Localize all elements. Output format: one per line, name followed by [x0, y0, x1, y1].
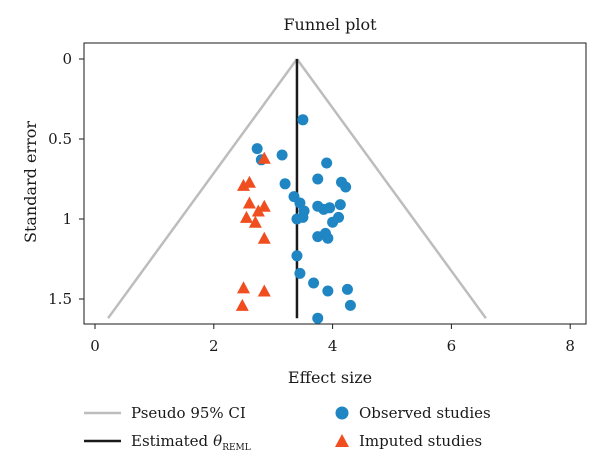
- legend-ci-label: Pseudo 95% CI: [131, 404, 246, 422]
- legend-imputed-swatch: [335, 434, 349, 447]
- plot-frame: [83, 42, 587, 325]
- legend-observed-swatch: [335, 406, 349, 420]
- observed-study-point: [312, 173, 324, 185]
- observed-study-point: [312, 231, 324, 243]
- x-axis: 0 2 4 6 8: [90, 324, 575, 355]
- observed-study-point: [340, 181, 352, 193]
- legend-estimate-label: Estimated θREML: [131, 432, 251, 453]
- y-axis-label: Standard error: [21, 121, 40, 243]
- observed-study-point: [341, 283, 353, 295]
- observed-study-point: [291, 213, 303, 225]
- observed-study-point: [334, 199, 346, 211]
- y-tick-label: 1: [62, 210, 72, 228]
- y-tick-label: 1.5: [48, 290, 72, 308]
- observed-study-point: [308, 277, 320, 289]
- observed-study-point: [276, 149, 288, 161]
- y-tick-label: 0.5: [48, 130, 72, 148]
- x-axis-label: Effect size: [288, 368, 372, 387]
- legend-estimate-text: Estimated: [131, 432, 209, 450]
- observed-study-point: [321, 157, 333, 169]
- imputed-study-point: [257, 151, 271, 164]
- legend: Pseudo 95% CI Estimated θREML Observed st…: [84, 404, 491, 453]
- y-axis: 0 0.5 1 1.5: [48, 50, 84, 308]
- observed-study-point: [344, 299, 356, 311]
- legend-estimate-symbol: θ: [213, 432, 222, 450]
- observed-study-point: [294, 267, 306, 279]
- imputed-study-point: [237, 281, 250, 294]
- pseudo-ci-lines: [107, 58, 487, 319]
- imputed-study-point: [251, 204, 265, 217]
- ci-line-left: [107, 58, 298, 319]
- imputed-study-point: [257, 284, 271, 297]
- observed-study-point: [327, 216, 339, 228]
- observed-study-point: [279, 178, 291, 190]
- imputed-study-point: [237, 178, 250, 191]
- imputed-study-point: [242, 196, 256, 209]
- imputed-study-point: [239, 210, 253, 223]
- observed-study-point: [291, 250, 303, 262]
- imputed-study-point: [235, 298, 249, 311]
- legend-imputed-label: Imputed studies: [359, 432, 482, 450]
- ci-line-right: [295, 58, 487, 319]
- observed-study-point: [312, 312, 324, 324]
- x-tick-label: 0: [90, 337, 100, 355]
- data-points: [235, 114, 356, 324]
- legend-observed-label: Observed studies: [359, 404, 491, 422]
- imputed-study-point: [257, 231, 271, 244]
- x-tick-label: 4: [328, 337, 338, 355]
- imputed-study-point: [248, 215, 262, 228]
- x-tick-label: 8: [565, 337, 575, 355]
- observed-study-point: [322, 232, 334, 244]
- observed-study-point: [297, 114, 309, 126]
- observed-study-point: [324, 202, 336, 214]
- x-tick-label: 6: [447, 337, 457, 355]
- observed-study-point: [251, 143, 263, 155]
- imputed-study-point: [257, 199, 271, 212]
- y-tick-label: 0: [62, 50, 72, 68]
- x-tick-label: 2: [209, 337, 219, 355]
- legend-estimate-subscript: REML: [222, 443, 251, 453]
- observed-study-point: [322, 285, 334, 297]
- chart-title: Funnel plot: [283, 15, 377, 34]
